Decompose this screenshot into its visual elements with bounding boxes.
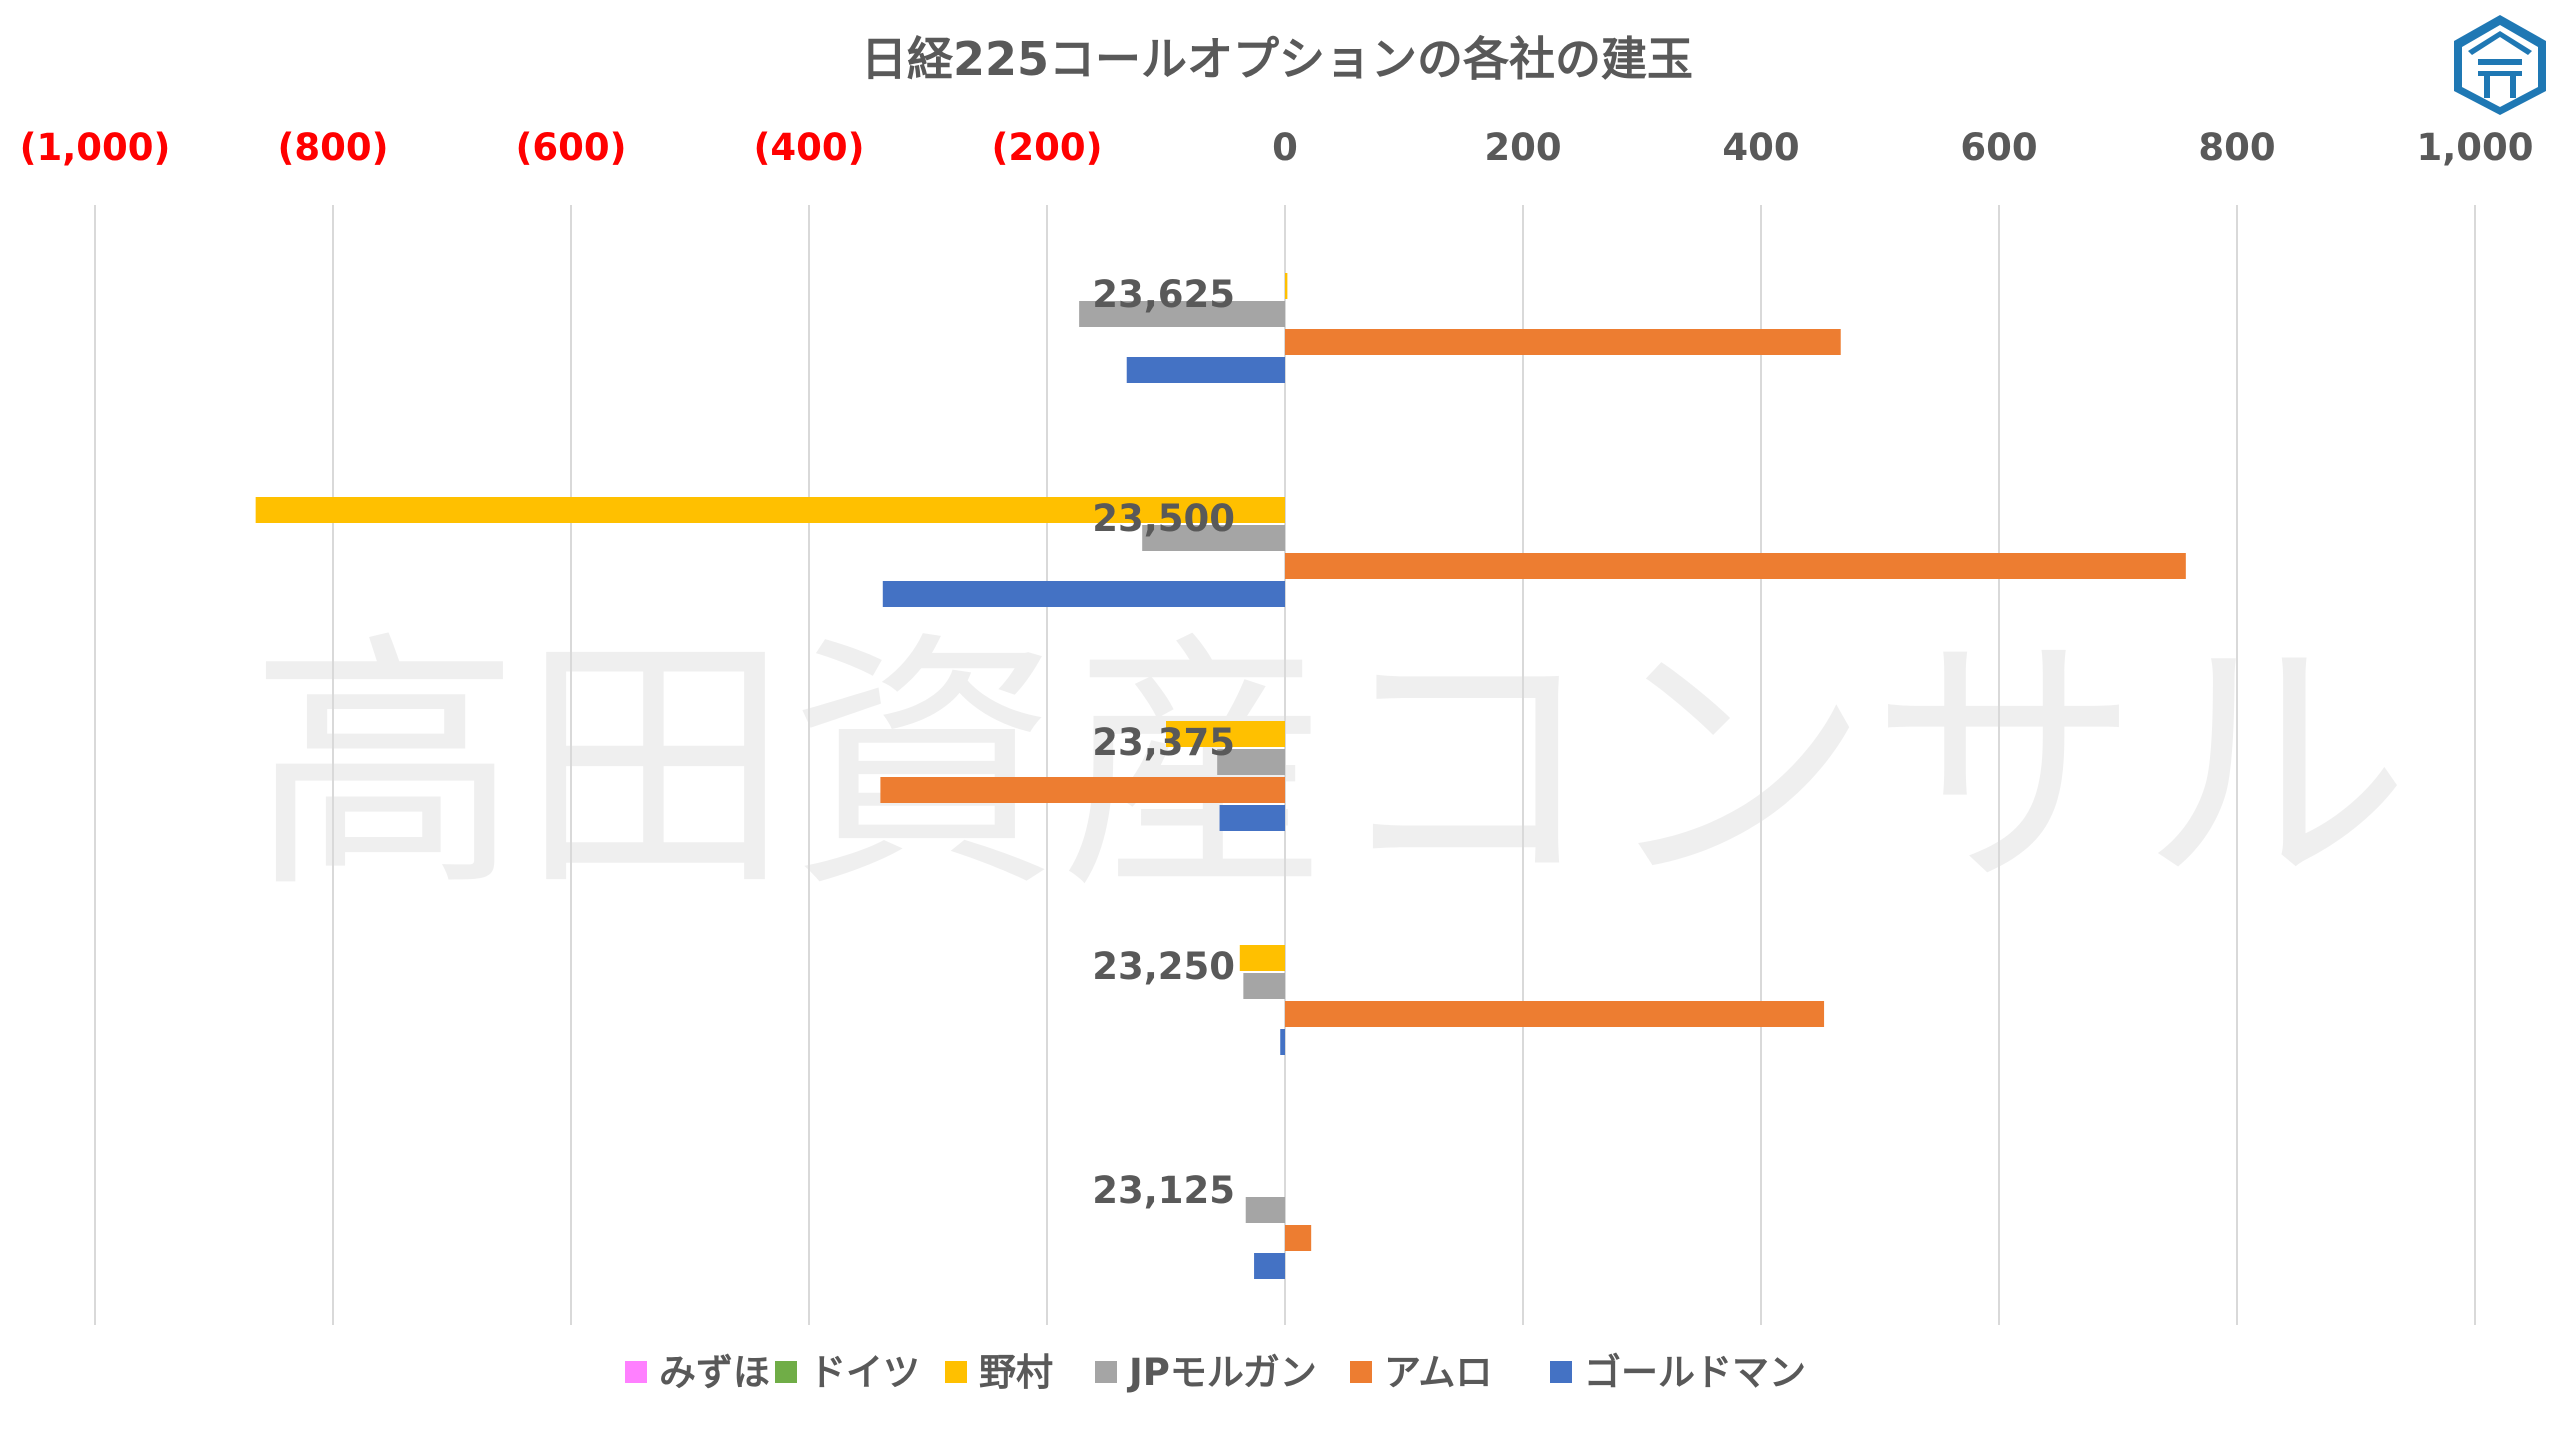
bar	[255, 497, 1285, 523]
chart-title: 日経225コールオプションの各社の建玉	[861, 32, 1693, 86]
bar	[1285, 329, 1841, 355]
x-tick-label: 0	[1272, 126, 1298, 169]
x-tick-label: (600)	[515, 126, 626, 169]
x-tick-label: (400)	[753, 126, 864, 169]
bar	[1219, 805, 1285, 831]
bar	[1254, 1253, 1285, 1279]
legend-label: JPモルガン	[1126, 1351, 1317, 1394]
bar	[1245, 1197, 1285, 1223]
legend-label: 野村	[979, 1351, 1053, 1394]
bars	[255, 273, 2186, 1279]
category-labels: 23,625 23,500 23,375 23,250 23,125	[1092, 273, 1235, 1212]
x-tick-label: 800	[2198, 126, 2275, 169]
bar	[1285, 1001, 1825, 1027]
bar	[1243, 973, 1285, 999]
x-tick-label: 1,000	[2416, 126, 2533, 169]
bar	[1217, 749, 1285, 775]
legend-swatch	[625, 1361, 647, 1383]
x-tick-label: 600	[1960, 126, 2037, 169]
x-tick-label: 200	[1484, 126, 1561, 169]
category-label: 23,500	[1092, 497, 1235, 540]
legend-label: みずほ	[659, 1351, 770, 1394]
x-axis-ticks: (1,000) (800) (600) (400) (200) 0 200 400 600 800…	[20, 126, 2534, 169]
x-tick-label: 400	[1722, 126, 1799, 169]
x-tick-label: (200)	[991, 126, 1102, 169]
bar	[1079, 301, 1285, 327]
category-label: 23,625	[1092, 273, 1235, 316]
bar	[1285, 273, 1288, 299]
bar	[1166, 721, 1285, 747]
bar	[1280, 1029, 1285, 1055]
legend-swatch	[1350, 1361, 1372, 1383]
bar	[880, 777, 1285, 803]
legend-label: ゴールドマン	[1584, 1351, 1806, 1394]
bar	[1285, 553, 2186, 579]
legend-swatch	[1550, 1361, 1572, 1383]
logo-icon	[2454, 15, 2546, 115]
legend-label: ドイツ	[809, 1351, 920, 1394]
watermark-text: 高田資産コンサル	[250, 609, 2410, 924]
category-label: 23,375	[1092, 721, 1235, 764]
bar	[1285, 1225, 1312, 1251]
legend-swatch	[1095, 1361, 1117, 1383]
legend-swatch	[775, 1361, 797, 1383]
x-tick-label: (800)	[277, 126, 388, 169]
bar	[1126, 357, 1285, 383]
legend-swatch	[945, 1361, 967, 1383]
category-label: 23,125	[1092, 1169, 1235, 1212]
category-label: 23,250	[1092, 945, 1235, 988]
bar	[1239, 945, 1285, 971]
legend: みずほ ドイツ 野村 JPモルガン アムロ ゴールドマン	[625, 1351, 1806, 1394]
x-tick-label: (1,000)	[20, 126, 171, 169]
bar	[1142, 525, 1285, 551]
legend-label: アムロ	[1384, 1351, 1492, 1394]
bar	[882, 581, 1285, 607]
